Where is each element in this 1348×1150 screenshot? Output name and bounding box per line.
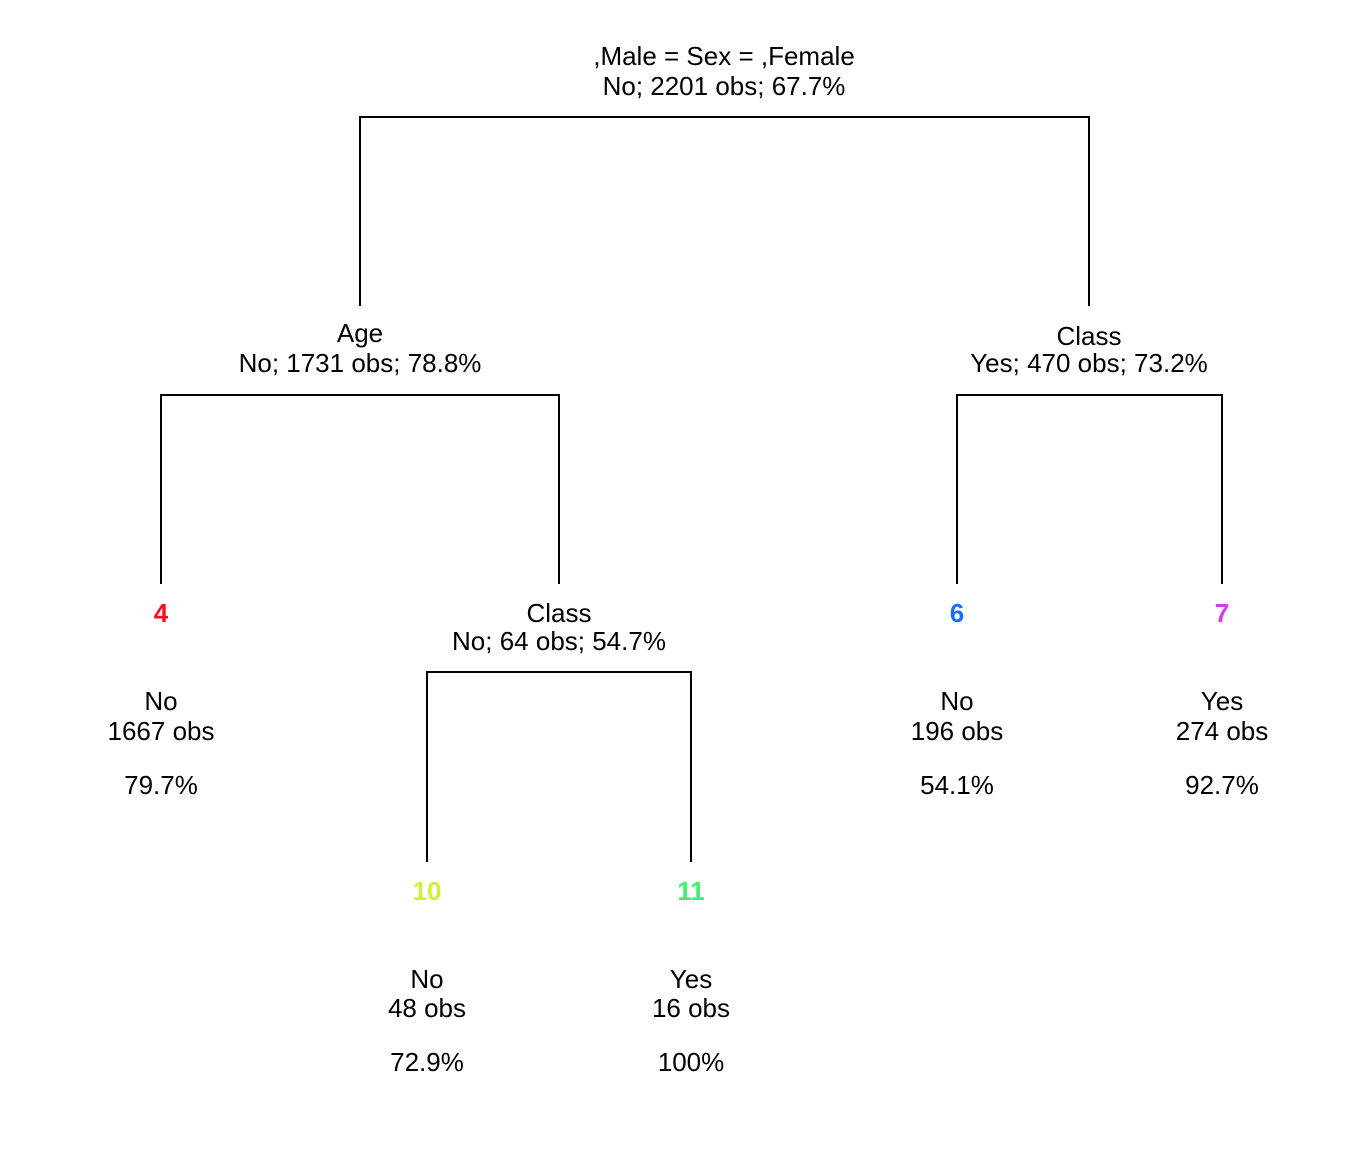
leaf-6: 6 No 196 obs 54.1% xyxy=(911,598,1004,800)
leaf-7-number: 7 xyxy=(1215,598,1229,628)
node-3-split: Class xyxy=(1056,321,1121,351)
node-3: Class Yes; 470 obs; 73.2% xyxy=(970,321,1208,378)
leaf-11: 11 Yes 16 obs 100% xyxy=(652,876,730,1077)
edge-n3-leaf6 xyxy=(956,394,1089,584)
leaf-10-pct: 72.9% xyxy=(390,1047,464,1077)
leaf-7-class: Yes xyxy=(1201,686,1243,716)
edge-n2-leaf4 xyxy=(160,394,360,584)
leaf-7-obs: 274 obs xyxy=(1176,716,1269,746)
edge-root-n2 xyxy=(359,116,724,306)
leaf-4-pct: 79.7% xyxy=(124,770,198,800)
node-2-split: Age xyxy=(337,318,383,348)
leaf-6-class: No xyxy=(940,686,973,716)
leaf-6-obs: 196 obs xyxy=(911,716,1004,746)
leaf-7-pct: 92.7% xyxy=(1185,770,1259,800)
node-5-summary: No; 64 obs; 54.7% xyxy=(452,626,666,656)
node-root-summary: No; 2201 obs; 67.7% xyxy=(603,71,846,101)
edge-n5-leaf10 xyxy=(426,671,559,862)
leaf-11-class: Yes xyxy=(670,964,712,994)
leaf-6-number: 6 xyxy=(950,598,964,628)
leaf-10-number: 10 xyxy=(413,876,442,906)
leaf-4-number: 4 xyxy=(154,598,169,628)
edge-n5-leaf11 xyxy=(559,671,692,862)
leaf-4-obs: 1667 obs xyxy=(108,716,215,746)
leaf-4-class: No xyxy=(144,686,177,716)
node-2: Age No; 1731 obs; 78.8% xyxy=(239,318,482,378)
node-5-split: Class xyxy=(526,598,591,628)
node-5: Class No; 64 obs; 54.7% xyxy=(452,598,666,656)
leaf-11-number: 11 xyxy=(677,876,705,906)
leaf-11-obs: 16 obs xyxy=(652,993,730,1023)
leaf-10: 10 No 48 obs 72.9% xyxy=(388,876,466,1077)
node-root: ,Male = Sex = ,Female No; 2201 obs; 67.7… xyxy=(593,41,855,101)
edge-root-n3 xyxy=(724,116,1090,306)
node-2-summary: No; 1731 obs; 78.8% xyxy=(239,348,482,378)
leaf-4: 4 No 1667 obs 79.7% xyxy=(108,598,215,800)
edge-n3-leaf7 xyxy=(1089,394,1223,584)
node-3-summary: Yes; 470 obs; 73.2% xyxy=(970,348,1208,378)
leaf-10-class: No xyxy=(410,964,443,994)
leaf-11-pct: 100% xyxy=(658,1047,725,1077)
leaf-10-obs: 48 obs xyxy=(388,993,466,1023)
tree-edges xyxy=(160,116,1223,862)
edge-n2-n5 xyxy=(360,394,560,584)
node-root-split: ,Male = Sex = ,Female xyxy=(593,41,855,71)
leaf-7: 7 Yes 274 obs 92.7% xyxy=(1176,598,1269,800)
leaf-6-pct: 54.1% xyxy=(920,770,994,800)
